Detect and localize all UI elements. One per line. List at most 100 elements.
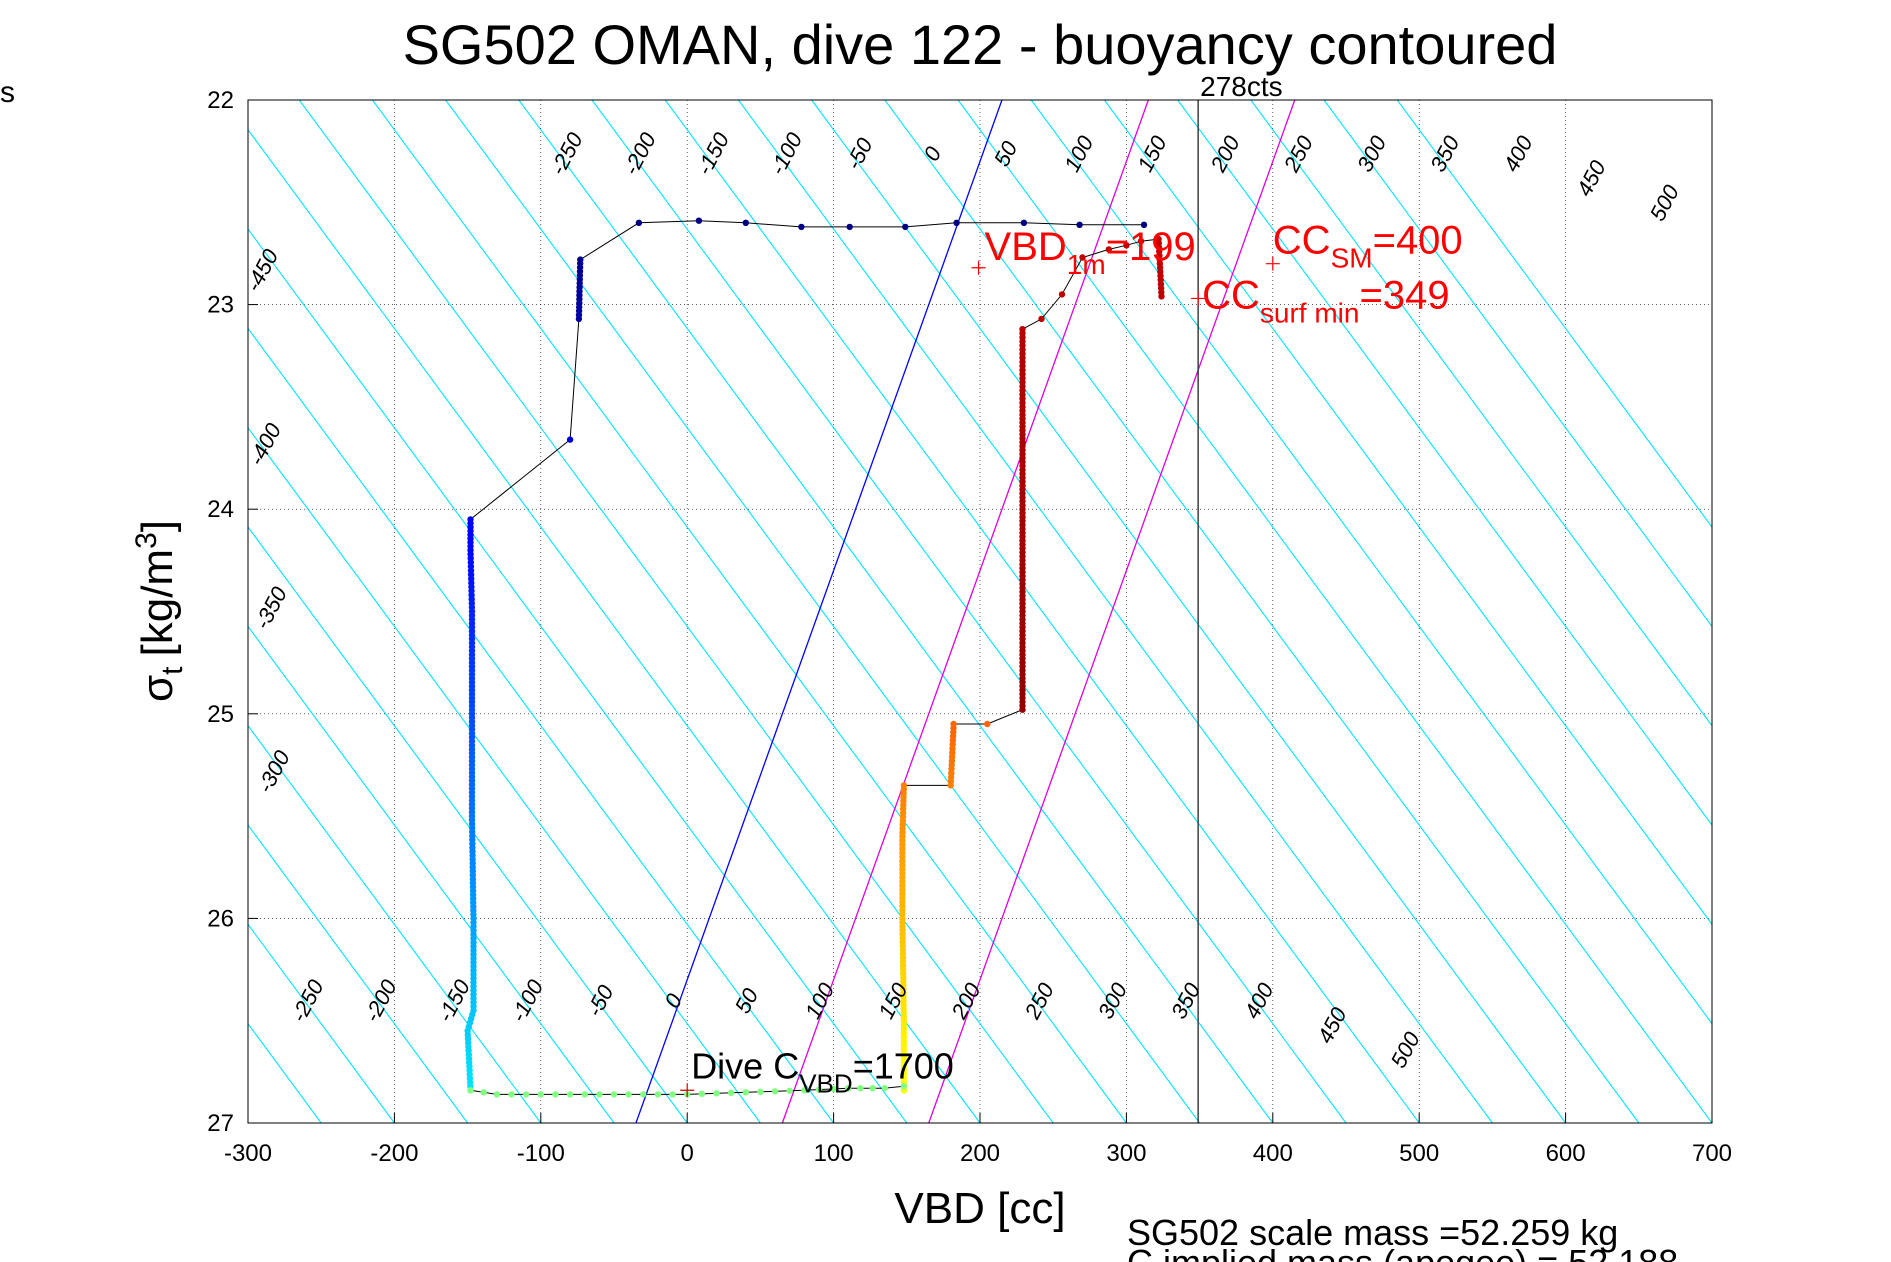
bottom-point: [610, 1091, 618, 1098]
contour-label-top: -200: [618, 128, 661, 179]
y-tick-label: 23: [207, 292, 234, 319]
annotation-value: =400: [1373, 219, 1463, 263]
climb-point: [1058, 291, 1066, 298]
annotation-main: Dive C: [691, 1045, 799, 1086]
annotations: -450 -400 -350 -300 -250 -200 -150 -100 -50 0 50 10…: [240, 71, 1684, 1098]
y-tick-label: 24: [207, 496, 234, 523]
contour-label-bottom: 450: [1312, 1003, 1352, 1048]
y-axis-label-sigma: σ: [133, 675, 182, 702]
y-tick-label: 22: [207, 87, 234, 114]
contour-label-top: 250: [1278, 131, 1318, 177]
climb-line: [901, 238, 1162, 1091]
bottom-point: [771, 1088, 779, 1095]
contour-line: [248, 625, 615, 1123]
bottom-point: [869, 1085, 876, 1092]
contour-label-top: 0: [918, 142, 946, 165]
bottom-point: [625, 1091, 632, 1098]
annotation-label: VBD1m=199: [985, 225, 1196, 280]
dive-point: [846, 223, 853, 231]
magenta-line-2: [928, 100, 1296, 1123]
contour-label-top: 500: [1645, 180, 1685, 225]
bottom-point: [640, 1091, 647, 1098]
climb-point: [1019, 326, 1026, 333]
data-series: [464, 217, 1165, 1098]
contour-line: [1323, 100, 1712, 628]
contour-line: [298, 100, 1054, 1123]
contour-line: [1396, 100, 1712, 529]
contour-line: [1103, 100, 1712, 926]
y-tick-label: 25: [207, 701, 234, 728]
bottom-point: [801, 1087, 808, 1094]
annotation-marker: [1191, 291, 1206, 306]
contour-line: [0, 100, 102, 1123]
dive-point: [1020, 219, 1028, 226]
dive-point: [902, 223, 909, 231]
contour-label-bottom: 350: [1166, 978, 1206, 1023]
axis-ticks: -300 -200 -100 0 100 200 300 400 500 600 700222324…: [207, 87, 1732, 1167]
bottom-point: [669, 1091, 676, 1098]
dive-point: [1140, 221, 1148, 228]
dive-point: [695, 217, 703, 224]
contour-line: [248, 824, 469, 1123]
bottom-point: [467, 1087, 474, 1094]
dive-point: [566, 436, 574, 443]
contour-line: [1177, 100, 1712, 826]
contour-label-top: -50: [841, 133, 878, 173]
reference-lines: [635, 100, 1296, 1123]
annotation-label: CCsurf min=349: [1202, 273, 1449, 328]
climb-point: [1137, 238, 1145, 245]
bottom-point: [757, 1088, 764, 1096]
annotation-sub: SM: [1331, 243, 1373, 274]
bottom-point: [881, 1085, 888, 1092]
bottom-point: [857, 1085, 864, 1092]
x-tick-label: 300: [1106, 1140, 1146, 1167]
contour-line: [884, 100, 1640, 1123]
dive-point: [742, 219, 749, 226]
contour-line: [957, 100, 1712, 1123]
climb-point: [1123, 242, 1130, 249]
contour-line: [811, 100, 1567, 1123]
contour-label-top: 150: [1132, 131, 1172, 176]
dive-point: [467, 516, 474, 523]
bottom-point: [830, 1085, 837, 1093]
x-tick-label: 0: [681, 1140, 694, 1167]
dive-point: [577, 256, 584, 263]
contour-line: [248, 724, 542, 1123]
dive-point: [635, 219, 643, 226]
contour-label-top: 450: [1572, 156, 1612, 201]
annotation-main: CC: [1202, 273, 1260, 317]
grid-lines: [248, 100, 1712, 1123]
annotation-label: Dive CVBD=1700: [691, 1045, 954, 1098]
x-tick-label: 500: [1399, 1140, 1439, 1167]
bottom-point: [566, 1091, 574, 1098]
x-tick-label: 700: [1692, 1140, 1732, 1167]
bottom-point: [815, 1086, 823, 1093]
x-tick-label: 200: [960, 1140, 1000, 1167]
contour-label-top: 200: [1205, 131, 1245, 177]
contour-label-top: -450: [240, 244, 283, 295]
x-tick-label: -300: [224, 1140, 272, 1167]
x-tick-label: 600: [1546, 1140, 1586, 1167]
bottom-point: [552, 1091, 559, 1098]
contour-line: [445, 100, 1201, 1123]
contour-label-bottom: -50: [582, 980, 619, 1020]
contour-line: [248, 228, 908, 1123]
contour-line: [248, 426, 761, 1123]
annotation-sub: 1m: [1067, 249, 1106, 280]
contour-label-top: 50: [989, 136, 1023, 170]
y-axis-label-sub: t: [156, 666, 189, 675]
contour-label-top: -400: [243, 418, 286, 469]
y-axis-label-unit: [kg/m: [133, 549, 182, 657]
x-tick-label: -100: [517, 1140, 565, 1167]
contour-label-top: -100: [765, 128, 808, 179]
y-tick-label: 26: [207, 905, 234, 932]
chart-title: SG502 OMAN, dive 122 - buoyancy contoure…: [403, 13, 1558, 76]
annotation-main: VBD: [985, 225, 1067, 269]
climb-point: [1038, 315, 1045, 323]
plot-frame: [247, 99, 1713, 1124]
x-tick-label: -200: [370, 1140, 418, 1167]
climb-point: [900, 782, 908, 789]
bottom-point: [581, 1091, 588, 1098]
x-tick-label: 400: [1253, 1140, 1293, 1167]
